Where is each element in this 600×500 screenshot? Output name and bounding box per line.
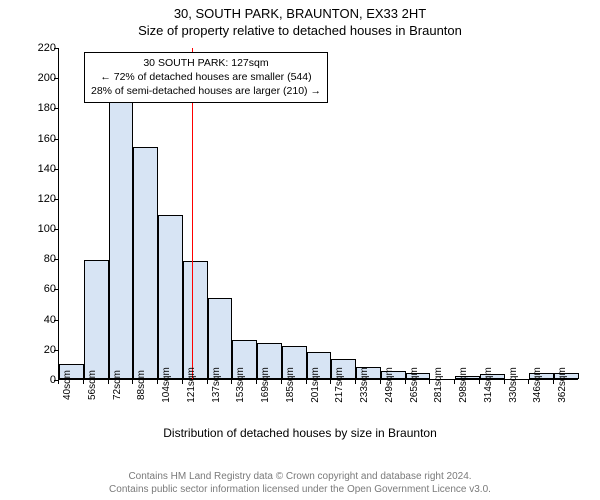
- histogram-bar: [183, 261, 208, 379]
- x-tick-mark: [306, 380, 307, 384]
- x-tick-mark: [454, 380, 455, 384]
- footer-line: Contains HM Land Registry data © Crown c…: [0, 470, 600, 483]
- title-subtitle: Size of property relative to detached ho…: [0, 23, 600, 38]
- x-tick-mark: [355, 380, 356, 384]
- x-tick-label: 104sqm: [161, 367, 172, 403]
- y-tick-label: 220: [26, 42, 56, 54]
- x-tick-label: 121sqm: [186, 367, 197, 403]
- x-tick-label: 185sqm: [285, 367, 296, 403]
- x-tick-label: 56sqm: [87, 370, 98, 400]
- histogram-bar: [109, 95, 134, 379]
- annotation-line: 30 SOUTH PARK: 127sqm: [91, 56, 321, 70]
- plot-area: 30 SOUTH PARK: 127sqm ← 72% of detached …: [58, 48, 578, 380]
- x-tick-mark: [157, 380, 158, 384]
- x-tick-mark: [380, 380, 381, 384]
- y-tick-label: 0: [26, 374, 56, 386]
- x-tick-mark: [429, 380, 430, 384]
- y-tick-label: 140: [26, 163, 56, 175]
- x-tick-mark: [231, 380, 232, 384]
- x-tick-label: 72sqm: [112, 370, 123, 400]
- x-tick-mark: [132, 380, 133, 384]
- x-tick-label: 201sqm: [310, 367, 321, 403]
- x-tick-mark: [182, 380, 183, 384]
- x-tick-label: 249sqm: [384, 367, 395, 403]
- y-tick-label: 100: [26, 223, 56, 235]
- histogram-bar: [133, 147, 158, 379]
- x-tick-label: 330sqm: [508, 367, 519, 403]
- y-tick-label: 40: [26, 314, 56, 326]
- x-tick-label: 137sqm: [211, 367, 222, 403]
- x-tick-label: 346sqm: [532, 367, 543, 403]
- x-tick-label: 88sqm: [136, 370, 147, 400]
- x-tick-label: 40sqm: [62, 370, 73, 400]
- x-tick-label: 217sqm: [334, 367, 345, 403]
- annotation-box: 30 SOUTH PARK: 127sqm ← 72% of detached …: [84, 52, 328, 103]
- y-tick-label: 200: [26, 72, 56, 84]
- histogram-bar: [84, 260, 109, 379]
- footer-line: Contains public sector information licen…: [0, 483, 600, 496]
- chart-container: Number of detached properties 0204060801…: [0, 38, 600, 438]
- x-tick-mark: [528, 380, 529, 384]
- x-tick-mark: [479, 380, 480, 384]
- x-tick-mark: [256, 380, 257, 384]
- y-tick-label: 80: [26, 253, 56, 265]
- x-tick-label: 281sqm: [433, 367, 444, 403]
- x-tick-mark: [83, 380, 84, 384]
- x-tick-label: 362sqm: [557, 367, 568, 403]
- footer-attribution: Contains HM Land Registry data © Crown c…: [0, 470, 600, 496]
- y-tick-label: 120: [26, 193, 56, 205]
- x-tick-mark: [330, 380, 331, 384]
- x-tick-mark: [405, 380, 406, 384]
- x-tick-mark: [504, 380, 505, 384]
- x-tick-label: 153sqm: [235, 367, 246, 403]
- chart-titles: 30, SOUTH PARK, BRAUNTON, EX33 2HT Size …: [0, 0, 600, 38]
- x-tick-mark: [58, 380, 59, 384]
- y-tick-label: 160: [26, 133, 56, 145]
- annotation-line: ← 72% of detached houses are smaller (54…: [91, 70, 321, 84]
- x-tick-label: 169sqm: [260, 367, 271, 403]
- x-tick-mark: [207, 380, 208, 384]
- y-tick-label: 60: [26, 283, 56, 295]
- x-tick-label: 314sqm: [483, 367, 494, 403]
- annotation-line: 28% of semi-detached houses are larger (…: [91, 84, 321, 98]
- x-axis-label: Distribution of detached houses by size …: [0, 426, 600, 440]
- title-address: 30, SOUTH PARK, BRAUNTON, EX33 2HT: [0, 6, 600, 21]
- x-tick-mark: [108, 380, 109, 384]
- x-tick-mark: [281, 380, 282, 384]
- x-tick-label: 265sqm: [409, 367, 420, 403]
- x-tick-mark: [553, 380, 554, 384]
- y-tick-label: 180: [26, 102, 56, 114]
- histogram-bar: [158, 215, 183, 379]
- y-tick-label: 20: [26, 344, 56, 356]
- x-tick-label: 298sqm: [458, 367, 469, 403]
- x-tick-label: 233sqm: [359, 367, 370, 403]
